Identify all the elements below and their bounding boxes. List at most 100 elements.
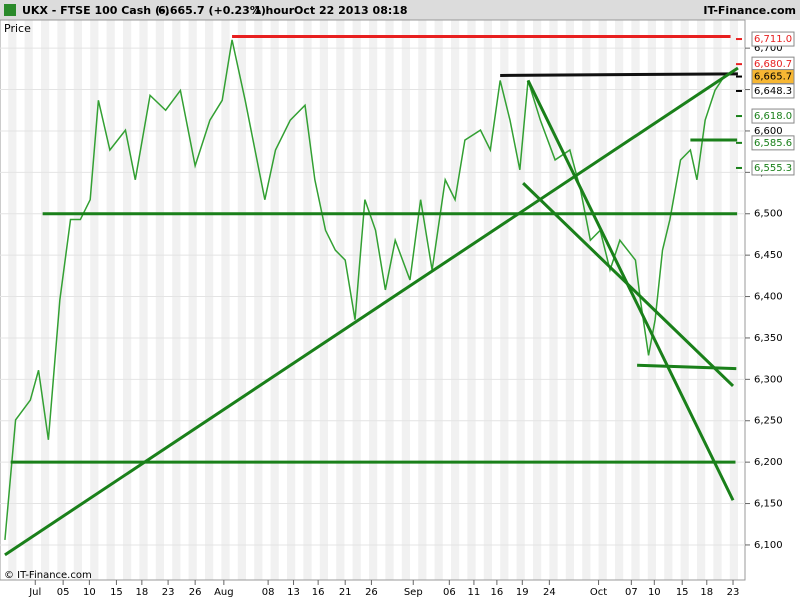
x-tick-label: 10 — [83, 587, 96, 598]
day-stripe — [73, 20, 82, 580]
day-stripe — [139, 20, 148, 580]
price-label: 6,711.0 — [754, 34, 792, 45]
x-tick-label: 05 — [57, 587, 70, 598]
y-tick-label: 6,150 — [754, 499, 783, 510]
day-stripe — [451, 20, 460, 580]
day-stripe — [582, 20, 591, 580]
day-stripe — [664, 20, 673, 580]
day-stripe — [500, 20, 509, 580]
day-stripe — [647, 20, 656, 580]
interval: 1 hour — [254, 4, 295, 17]
y-tick-label: 6,200 — [754, 457, 783, 468]
trendline — [522, 182, 735, 388]
price-label: 6,648.3 — [754, 86, 792, 97]
y-tick-label: 6,400 — [754, 292, 783, 303]
x-tick-label: 13 — [287, 587, 300, 598]
brand: IT-Finance.com — [703, 4, 796, 17]
day-stripe — [615, 20, 624, 580]
price-label-box — [751, 83, 795, 99]
day-stripe — [336, 20, 345, 580]
x-tick-label: 18 — [135, 587, 148, 598]
y-tick-label: 6,600 — [754, 126, 783, 137]
y-tick-label: 6,250 — [754, 416, 783, 427]
day-stripe — [533, 20, 542, 580]
day-stripe — [598, 20, 607, 580]
day-stripe — [401, 20, 410, 580]
day-stripe — [270, 20, 279, 580]
day-stripe — [565, 20, 574, 580]
y-tick-label: 6,700 — [754, 43, 783, 54]
day-stripe — [106, 20, 115, 580]
day-stripe — [467, 20, 476, 580]
day-stripe — [90, 20, 99, 580]
day-stripe — [221, 20, 230, 580]
day-stripe — [369, 20, 378, 580]
x-tick-label: 07 — [625, 587, 638, 598]
day-stripe — [516, 20, 525, 580]
day-stripe — [8, 20, 17, 580]
y-tick-label: 6,450 — [754, 250, 783, 261]
day-stripe — [41, 20, 50, 580]
day-stripe — [319, 20, 328, 580]
y-axis-label: Price — [4, 22, 31, 35]
price-label: 6,585.6 — [754, 138, 792, 149]
day-stripe — [188, 20, 197, 580]
y-tick-label: 6,500 — [754, 209, 783, 220]
timestamp: Oct 22 2013 08:18 — [294, 4, 408, 17]
x-tick-label: 15 — [110, 587, 123, 598]
copyright: © IT-Finance.com — [4, 570, 92, 581]
x-tick-label: 16 — [491, 587, 504, 598]
x-tick-label: 06 — [443, 587, 456, 598]
trendline — [637, 363, 737, 371]
instrument-title: UKX - FTSE 100 Cash (-) — [22, 4, 170, 17]
day-stripe — [729, 20, 738, 580]
x-tick-label: 16 — [312, 587, 325, 598]
x-tick-label: 18 — [700, 587, 713, 598]
day-stripe — [155, 20, 164, 580]
x-tick-label: 11 — [468, 587, 481, 598]
x-tick-label: 08 — [262, 587, 275, 598]
day-stripe — [549, 20, 558, 580]
day-stripe — [418, 20, 427, 580]
day-stripe — [713, 20, 722, 580]
price-label-box — [751, 108, 795, 124]
x-tick-label: 15 — [676, 587, 689, 598]
day-stripe — [172, 20, 181, 580]
day-stripe — [434, 20, 443, 580]
header-bar — [0, 0, 800, 20]
y-tick-label: 6,300 — [754, 374, 783, 385]
app-icon — [4, 4, 16, 16]
price-label: 6,618.0 — [754, 111, 792, 122]
price-label-box — [751, 160, 795, 176]
day-stripe — [483, 20, 492, 580]
price-label: 6,680.7 — [754, 59, 792, 70]
x-tick-label: 10 — [648, 587, 661, 598]
day-stripe — [57, 20, 66, 580]
y-tick-label: 6,100 — [754, 540, 783, 551]
last-price: 6,665.7 (+0.23%) — [158, 4, 266, 17]
day-stripe — [303, 20, 312, 580]
x-tick-label: Sep — [404, 587, 423, 598]
day-stripe — [680, 20, 689, 580]
x-tick-label: 23 — [162, 587, 175, 598]
price-label: 6,555.3 — [754, 163, 792, 174]
day-stripe — [123, 20, 132, 580]
day-stripe — [287, 20, 296, 580]
x-tick-label: Jul — [28, 587, 41, 598]
price-line — [4, 39, 726, 541]
trendline — [4, 66, 739, 557]
x-tick-label: 26 — [365, 587, 378, 598]
trendline — [526, 79, 735, 501]
price-label: 6,665.7 — [754, 72, 792, 83]
x-tick-label: 24 — [543, 587, 556, 598]
x-tick-label: 19 — [516, 587, 529, 598]
trendline — [500, 72, 738, 77]
plot-frame — [0, 19, 746, 581]
x-tick-label: Oct — [590, 587, 607, 598]
price-label-box — [751, 135, 795, 151]
day-stripe — [205, 20, 214, 580]
day-stripe — [24, 20, 33, 580]
day-stripe — [697, 20, 706, 580]
x-tick-label: Aug — [214, 587, 234, 598]
